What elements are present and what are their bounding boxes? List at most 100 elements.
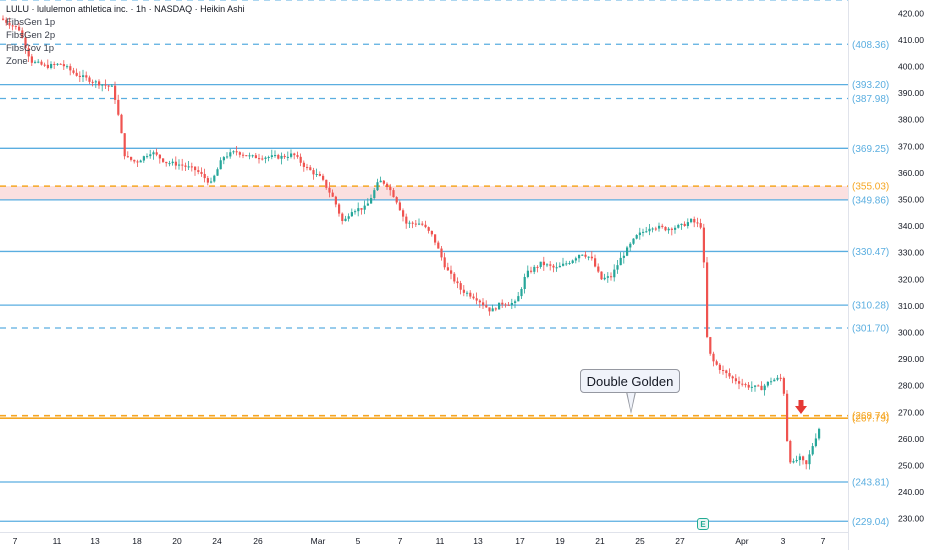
candle-body	[2, 18, 5, 20]
candle-body	[133, 159, 136, 162]
candle-body	[376, 182, 379, 191]
candle-body	[94, 81, 97, 83]
candle-body	[674, 227, 677, 230]
candle-body	[341, 213, 344, 222]
candle-body	[498, 302, 501, 310]
candle-body	[670, 228, 673, 230]
candle-body	[610, 276, 613, 278]
candle-body	[491, 308, 494, 312]
x-tick-label: 13	[90, 536, 100, 546]
candle-body	[283, 155, 286, 158]
candle-body	[773, 379, 776, 382]
candle-body	[267, 156, 270, 158]
candle-body	[427, 227, 430, 231]
candle-body	[581, 254, 584, 256]
candle-body	[299, 156, 302, 163]
candle-body	[229, 152, 232, 157]
candle-body	[754, 385, 757, 387]
indicator-fibscov-1p[interactable]: FibsCov 1p	[6, 43, 55, 54]
candle-body	[626, 247, 629, 256]
candle-body	[363, 205, 366, 210]
candle-body	[763, 385, 766, 391]
candle-body	[677, 225, 680, 228]
candle-body	[450, 270, 453, 274]
candle-body	[654, 228, 657, 230]
candle-body	[213, 175, 216, 182]
x-tick-label: 7	[398, 536, 403, 546]
candle-body	[632, 238, 635, 244]
candle-body	[539, 261, 542, 267]
x-tick-label: 19	[555, 536, 565, 546]
x-tick-label: 25	[635, 536, 645, 546]
candle-body	[408, 222, 411, 224]
candle-body	[738, 381, 741, 384]
candle-body	[702, 227, 705, 263]
x-tick-label: 20	[172, 536, 182, 546]
y-tick-label: 250.00	[898, 461, 924, 471]
candle-body	[469, 292, 472, 297]
candle-body	[37, 61, 40, 63]
candle-body	[72, 70, 75, 73]
candle-body	[21, 30, 24, 38]
candle-body	[722, 369, 725, 371]
candle-body	[475, 298, 478, 301]
candle-body	[174, 161, 177, 166]
candle-body	[210, 181, 213, 183]
candle-body	[264, 157, 267, 159]
candle-body	[434, 234, 437, 243]
y-tick-label: 230.00	[898, 514, 924, 524]
x-tick-label: 3	[781, 536, 786, 546]
candle-body	[85, 75, 88, 78]
candle-body	[590, 256, 593, 259]
candle-body	[642, 231, 645, 233]
candle-body	[126, 156, 129, 158]
y-tick-label: 320.00	[898, 274, 924, 284]
candle-body	[699, 223, 702, 228]
candle-body	[667, 228, 670, 231]
candle-body	[418, 223, 421, 225]
candle-body	[360, 208, 363, 210]
candle-body	[645, 231, 648, 233]
candle-body	[248, 155, 251, 157]
candle-body	[197, 170, 200, 172]
indicator-fibsgen-2p[interactable]: FibsGen 2p	[6, 30, 56, 41]
candle-body	[222, 157, 225, 161]
x-tick-label: 7	[821, 536, 826, 546]
y-tick-label: 240.00	[898, 487, 924, 497]
candle-body	[101, 84, 104, 86]
candle-body	[110, 85, 113, 87]
candle-body	[139, 160, 142, 163]
candle-body	[661, 225, 664, 227]
indicator-zone[interactable]: Zone	[6, 56, 28, 67]
candle-body	[59, 63, 62, 65]
candle-body	[558, 265, 561, 268]
candle-body	[347, 216, 350, 219]
candle-body	[552, 265, 555, 268]
candle-body	[136, 161, 139, 163]
candle-body	[507, 304, 510, 306]
candle-body	[603, 277, 606, 280]
candle-body	[14, 25, 17, 27]
candle-body	[766, 381, 769, 386]
candle-body	[635, 235, 638, 239]
candle-body	[411, 222, 414, 224]
candle-body	[453, 273, 456, 282]
candle-body	[149, 154, 152, 157]
candle-body	[11, 25, 14, 27]
candle-body	[165, 161, 168, 164]
candle-body	[258, 158, 261, 160]
double-golden-callout[interactable]: Double Golden	[580, 369, 680, 393]
candle-body	[277, 155, 280, 159]
candle-body	[510, 302, 513, 305]
y-tick-label: 360.00	[898, 168, 924, 178]
earnings-icon[interactable]: E	[697, 518, 709, 530]
x-tick-label: Apr	[735, 536, 748, 546]
candle-body	[62, 64, 65, 67]
candle-body	[770, 381, 773, 383]
candle-body	[485, 305, 488, 308]
candle-body	[629, 243, 632, 248]
candle-body	[805, 460, 808, 465]
indicator-fibsgen-1p[interactable]: FibsGen 1p	[6, 17, 56, 28]
candle-body	[802, 456, 805, 461]
